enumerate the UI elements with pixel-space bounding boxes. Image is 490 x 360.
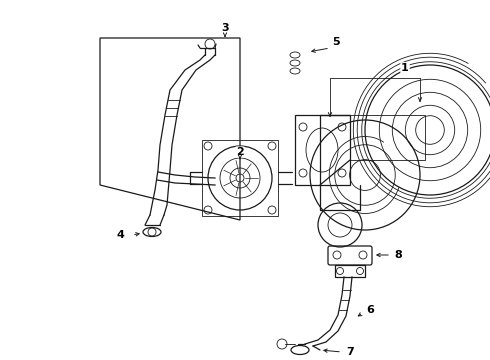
Text: 6: 6 [366,305,374,315]
Bar [295,115,350,185]
Text: 7: 7 [346,347,354,357]
Bar [350,115,425,160]
Text: 2: 2 [236,147,244,157]
Text: 8: 8 [394,250,402,260]
Text: 1: 1 [401,63,409,73]
Bar [335,265,365,277]
Bar [202,140,278,216]
Text: 5: 5 [332,37,340,47]
Text: 4: 4 [116,230,124,240]
Text: 1: 1 [401,63,409,73]
Text: 3: 3 [221,23,229,33]
